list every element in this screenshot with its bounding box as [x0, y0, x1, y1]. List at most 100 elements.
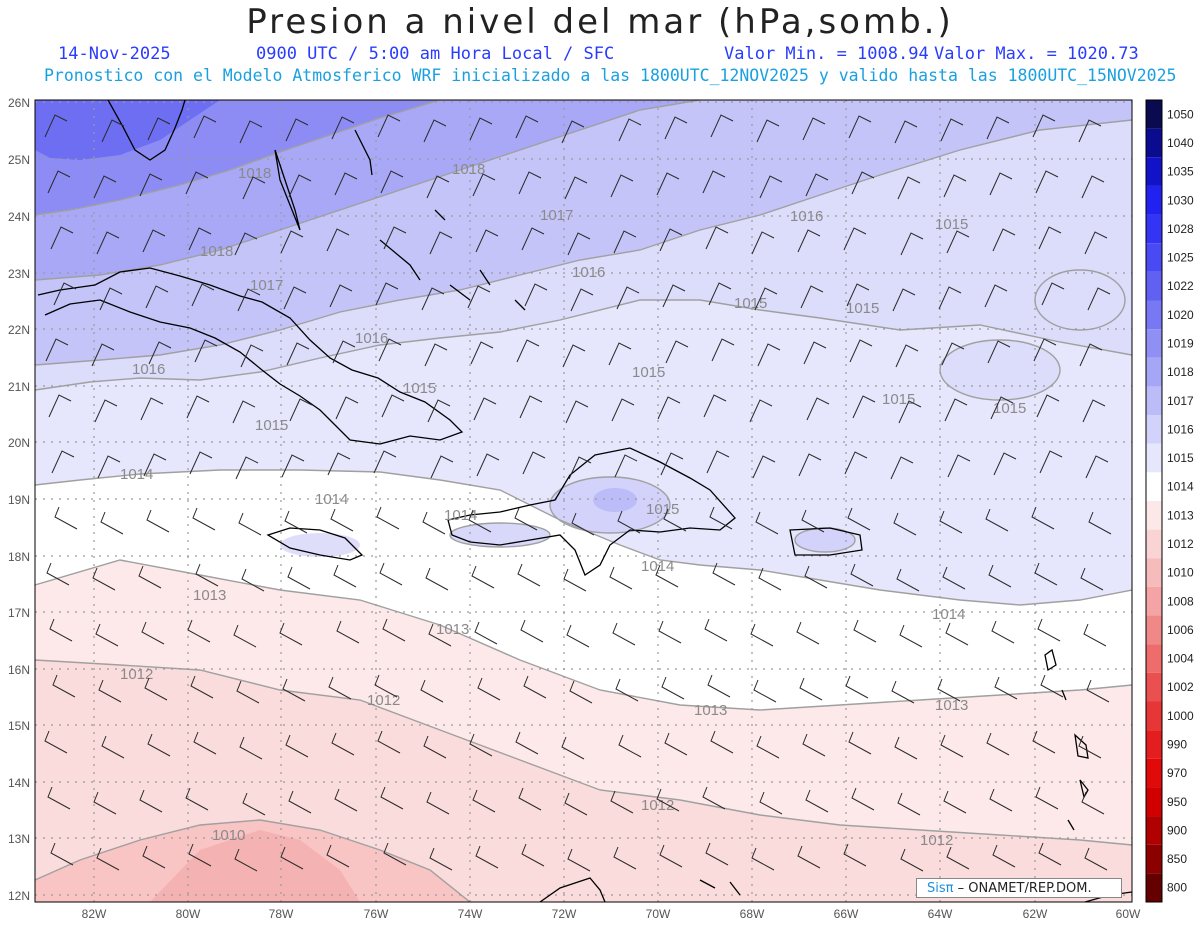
- wind-barb: [97, 455, 121, 479]
- isobar-label: 1010: [212, 827, 245, 844]
- wind-barb: [52, 674, 76, 698]
- wind-barb: [844, 451, 868, 475]
- wind-barb: [985, 508, 1009, 532]
- colorbar-swatch: [1146, 529, 1162, 559]
- wind-barb: [663, 508, 687, 532]
- isobar-label: 1012: [920, 832, 953, 849]
- lon-label: 72W: [552, 907, 577, 921]
- wind-barb: [522, 451, 546, 475]
- wind-barb: [893, 512, 917, 536]
- lat-label: 12N: [8, 889, 30, 903]
- wind-barb: [139, 173, 163, 197]
- wind-barb: [423, 735, 447, 759]
- wind-barb: [613, 846, 637, 870]
- wind-barb: [144, 677, 168, 701]
- wind-barb: [328, 676, 352, 700]
- lat-axis: 26N 25N 24N 23N 22N 21N 20N 19N 18N 17N …: [8, 96, 30, 903]
- wind-barb: [45, 338, 69, 362]
- wind-barb: [238, 512, 262, 536]
- wind-barb: [517, 563, 541, 587]
- lat-label: 20N: [8, 436, 30, 450]
- wind-barb: [567, 232, 591, 256]
- wind-barb: [568, 456, 592, 480]
- wind-barb: [237, 288, 261, 312]
- wind-barb: [380, 786, 404, 810]
- wind-barbs: [44, 114, 1112, 872]
- wind-barb: [805, 789, 829, 813]
- wind-barb: [1080, 567, 1104, 591]
- wind-barb: [421, 287, 445, 311]
- wind-barb: [236, 680, 260, 704]
- wind-barb: [1035, 786, 1059, 810]
- colorbar-swatch: [1146, 844, 1162, 874]
- wind-barb: [239, 736, 263, 760]
- wind-barb: [752, 455, 776, 479]
- wind-barb: [378, 338, 402, 362]
- colorbar-swatch: [1146, 271, 1162, 301]
- colorbar-label: 1002: [1167, 680, 1194, 694]
- isobar-label: 1015: [255, 417, 288, 434]
- wind-barb: [1032, 114, 1056, 138]
- isobar-label: 1015: [935, 216, 968, 233]
- wind-barb: [428, 623, 452, 647]
- wind-barb: [425, 567, 449, 591]
- wind-barb: [235, 456, 259, 480]
- wind-barb: [711, 338, 735, 362]
- wind-barb: [660, 452, 684, 476]
- isobar-label: 1016: [355, 330, 388, 347]
- wind-barb: [756, 119, 780, 143]
- wind-barb: [617, 510, 641, 534]
- wind-barb: [708, 282, 732, 306]
- lon-label: 60W: [1116, 907, 1141, 921]
- colorbar-label: 1006: [1167, 623, 1194, 637]
- wind-barb: [1032, 730, 1056, 754]
- wind-barb: [712, 562, 736, 586]
- wind-barb: [96, 847, 120, 871]
- wind-barb: [659, 844, 683, 868]
- wind-barb: [285, 118, 309, 142]
- wind-barb: [984, 284, 1008, 308]
- wind-barb: [847, 507, 871, 531]
- wind-barb: [561, 120, 585, 144]
- wind-barb: [992, 228, 1016, 252]
- wind-barb: [988, 564, 1012, 588]
- wind-barb: [334, 788, 358, 812]
- wind-barb: [287, 566, 311, 590]
- wind-barb: [477, 677, 501, 701]
- credit-badge: Sisπ – ONAMET/REP.DOM.: [916, 878, 1122, 898]
- wind-barb: [612, 622, 636, 646]
- wind-barb: [895, 344, 919, 368]
- wind-barb: [422, 511, 446, 535]
- wind-barb: [703, 394, 727, 418]
- lon-label: 66W: [834, 907, 859, 921]
- wind-barb: [613, 230, 637, 254]
- wind-barb: [430, 455, 454, 479]
- isobar-label: 1016: [790, 208, 823, 225]
- wind-barb: [994, 676, 1018, 700]
- wind-barb: [851, 171, 875, 195]
- wind-barb: [185, 787, 209, 811]
- wind-barb: [990, 396, 1014, 420]
- wind-barb: [618, 118, 642, 142]
- wind-barb: [329, 284, 353, 308]
- hispaniola-coast: [447, 447, 736, 576]
- wind-barb: [758, 567, 782, 591]
- colorbar-label: 1018: [1167, 365, 1194, 379]
- isobar-label: 1012: [641, 797, 674, 814]
- cuba-coast: [37, 267, 464, 445]
- isobar-label: 1012: [120, 666, 153, 683]
- wind-barb: [469, 117, 493, 141]
- isobar-label: 1017: [540, 207, 573, 224]
- wind-barb: [383, 842, 407, 866]
- wind-barb: [850, 563, 874, 587]
- wind-barb: [467, 285, 491, 309]
- wind-barb: [92, 567, 116, 591]
- wind-barb: [851, 787, 875, 811]
- wind-barb: [377, 730, 401, 754]
- wind-barb: [47, 170, 71, 194]
- wind-barb: [561, 736, 585, 760]
- wind-barb: [147, 117, 171, 141]
- colorbar-swatch: [1146, 816, 1162, 845]
- wind-barb: [797, 229, 821, 253]
- lat-label: 16N: [8, 663, 30, 677]
